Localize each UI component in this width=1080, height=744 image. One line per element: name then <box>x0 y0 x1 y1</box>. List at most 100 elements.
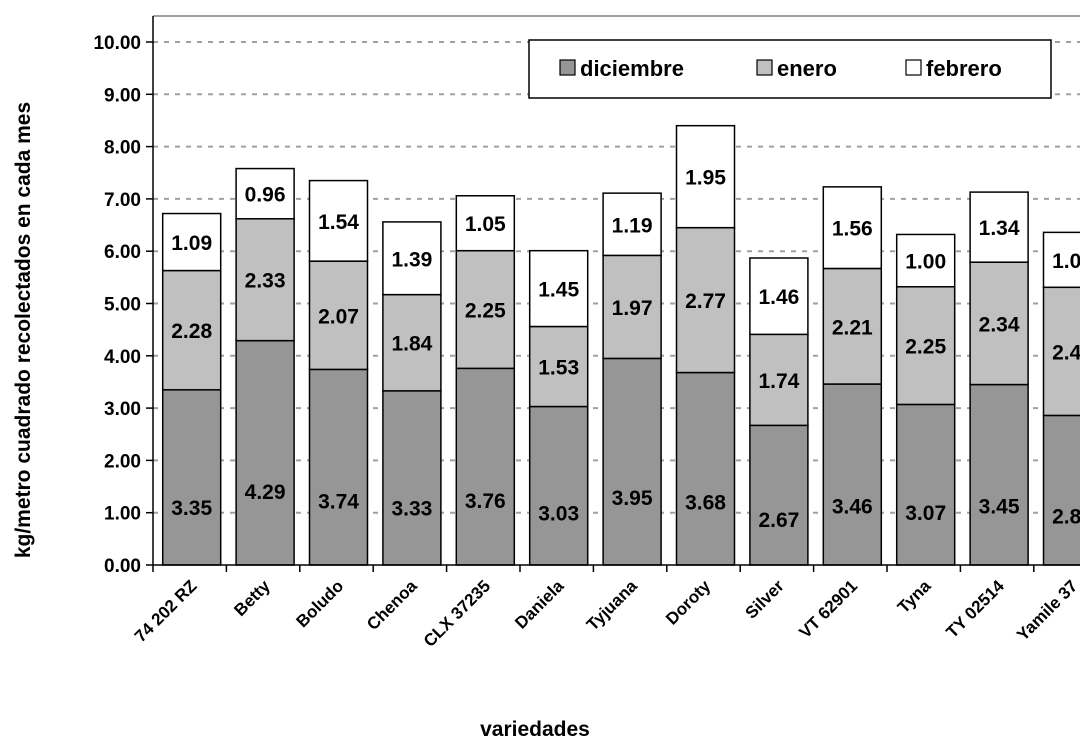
legend-label-enero: enero <box>777 56 837 81</box>
data-label-enero: 2.28 <box>171 320 212 343</box>
data-label-diciembre: 4.29 <box>245 481 286 504</box>
data-label-febrero: 1.09 <box>171 232 212 255</box>
data-label-febrero: 1.46 <box>758 286 799 309</box>
bar-segment-febrero <box>308 179 369 262</box>
data-label-enero: 1.74 <box>758 370 799 393</box>
bar-segment-diciembre <box>308 368 369 566</box>
data-label-diciembre: 2.67 <box>758 509 799 532</box>
bar-segment-febrero <box>161 212 222 272</box>
x-tick-label: CLX 37235 <box>420 576 494 650</box>
data-label-febrero: 1.39 <box>391 248 432 271</box>
data-label-enero: 1.53 <box>538 357 579 380</box>
data-label-febrero: 1.56 <box>832 218 873 241</box>
data-label-febrero: 1.54 <box>318 211 359 234</box>
data-label-diciembre: 3.45 <box>979 495 1020 518</box>
y-tick-label: 3.00 <box>104 399 141 420</box>
bar-segment-enero <box>382 293 442 392</box>
x-tick-label: Boludo <box>292 576 347 631</box>
data-label-febrero: 1.95 <box>685 167 726 190</box>
data-label-enero: 2.21 <box>832 316 873 339</box>
y-tick-label: 4.00 <box>104 347 141 368</box>
x-tick-label: VT 62901 <box>796 576 862 642</box>
y-tick-label: 5.00 <box>104 295 141 316</box>
y-tick-label: 10.00 <box>93 33 141 54</box>
bar-segment-febrero <box>822 186 883 270</box>
bar-segment-febrero <box>382 221 442 296</box>
data-label-febrero: 1.00 <box>905 251 946 274</box>
bar-segment-enero <box>895 286 956 406</box>
data-label-diciembre: 3.03 <box>538 503 579 526</box>
bar-segment-diciembre <box>161 389 222 566</box>
legend: diciembre enero febrero <box>528 39 1052 99</box>
data-label-febrero: 1.19 <box>612 214 653 237</box>
y-axis-title: kg/metro cuadrado recolectados en cada m… <box>12 102 35 558</box>
x-tick-label: Silver <box>742 576 788 622</box>
data-label-diciembre: 3.76 <box>465 490 506 513</box>
bar-segment-diciembre <box>895 403 956 566</box>
bar-segment-diciembre <box>675 371 736 566</box>
bar-segment-enero <box>822 267 883 385</box>
bar-segment-enero <box>602 254 662 360</box>
y-tick-label: 9.00 <box>104 85 141 106</box>
x-tick-label: Tyna <box>894 576 935 617</box>
data-label-diciembre: 3.68 <box>685 491 726 514</box>
y-tick-label: 1.00 <box>104 504 141 525</box>
data-label-enero: 2.34 <box>979 313 1020 336</box>
bar-segment-febrero <box>528 249 589 328</box>
data-label-enero: 2.07 <box>318 305 359 328</box>
bar-segment-diciembre <box>1042 414 1080 566</box>
bar-segment-enero <box>675 226 736 374</box>
y-tick-label: 6.00 <box>104 242 141 263</box>
data-label-enero: 1.84 <box>391 333 432 356</box>
bar-segment-diciembre <box>969 383 1029 566</box>
bar-segment-enero <box>235 218 295 342</box>
data-label-diciembre: 3.07 <box>905 502 946 525</box>
data-label-enero: 2.33 <box>245 270 286 293</box>
bars <box>161 124 1080 566</box>
data-label-enero: 2.25 <box>905 336 946 359</box>
x-tick-label: 74 202 RZ <box>131 576 201 646</box>
data-label-enero: 1.97 <box>612 297 653 320</box>
data-labels: 3.35 2.28 1.09 4.29 2.33 0.96 3.74 2.07 1.54 3.33… <box>171 167 1080 532</box>
data-label-enero: 2.45 <box>1052 341 1080 364</box>
bar-segment-febrero <box>235 167 295 220</box>
data-label-diciembre: 3.95 <box>612 487 653 510</box>
data-label-febrero: 1.45 <box>538 279 579 302</box>
x-tick-label: Tyjuana <box>583 576 641 634</box>
data-label-enero: 2.77 <box>685 290 726 313</box>
legend-label-diciembre: diciembre <box>580 56 684 81</box>
y-tick-label: 7.00 <box>104 190 141 211</box>
data-label-diciembre: 3.35 <box>171 497 212 520</box>
legend-swatch-diciembre <box>559 59 576 76</box>
legend-box <box>528 39 1052 99</box>
bar-segment-febrero <box>455 195 516 252</box>
bar-segment-diciembre <box>602 357 662 566</box>
bar-segment-diciembre <box>528 405 589 566</box>
y-tick-label: 0.00 <box>104 556 141 577</box>
bar-segment-febrero <box>749 257 809 336</box>
data-label-febrero: 0.96 <box>245 184 286 207</box>
x-tick-label: Yamile 37 <box>1013 576 1080 644</box>
bar-segment-febrero <box>1042 231 1080 289</box>
data-label-diciembre: 3.33 <box>391 498 432 521</box>
x-axis-title: variedades <box>480 718 590 741</box>
x-tick-label: Chenoa <box>363 576 421 634</box>
y-tick-label: 8.00 <box>104 138 141 159</box>
bar-segment-febrero <box>675 124 736 229</box>
data-label-diciembre: 2.86 <box>1052 506 1080 529</box>
data-label-febrero: 1.05 <box>1052 250 1080 273</box>
bar-segment-febrero <box>895 233 956 288</box>
x-tick-label: Daniela <box>511 576 568 633</box>
x-tick-label: Doroty <box>662 576 715 629</box>
x-tick-label: TY 02514 <box>943 576 1009 642</box>
bar-segment-enero <box>1042 286 1080 417</box>
data-label-febrero: 1.34 <box>979 217 1020 240</box>
data-label-diciembre: 3.46 <box>832 495 873 518</box>
data-label-enero: 2.25 <box>465 300 506 323</box>
legend-swatch-enero <box>756 59 773 76</box>
x-tick-label: Betty <box>230 576 274 620</box>
bar-segment-enero <box>161 269 222 391</box>
bar-segment-diciembre <box>822 383 883 566</box>
